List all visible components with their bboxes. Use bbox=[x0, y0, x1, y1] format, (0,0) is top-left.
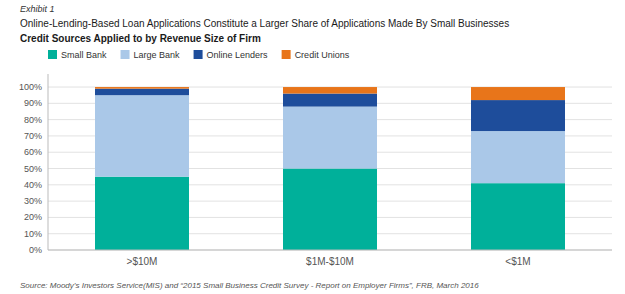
bar-segment bbox=[471, 183, 565, 250]
legend-swatch bbox=[121, 50, 130, 59]
bar-segment bbox=[283, 87, 377, 94]
bar-segment bbox=[471, 131, 565, 183]
exhibit-label: Exhibit 1 bbox=[20, 4, 55, 14]
bar-segment bbox=[283, 169, 377, 250]
y-tick-label: 70% bbox=[24, 131, 42, 141]
y-tick-label: 50% bbox=[24, 164, 42, 174]
legend-swatch bbox=[282, 50, 291, 59]
bar-segment bbox=[95, 95, 189, 176]
x-tick-label: <$1M bbox=[505, 256, 530, 267]
y-tick-label: 60% bbox=[24, 147, 42, 157]
y-tick-label: 100% bbox=[19, 82, 42, 92]
bar-segment bbox=[471, 100, 565, 131]
bar-segment bbox=[95, 89, 189, 96]
y-tick-label: 40% bbox=[24, 180, 42, 190]
y-tick-label: 90% bbox=[24, 98, 42, 108]
bar-segment bbox=[95, 87, 189, 89]
legend-label: Small Bank bbox=[61, 50, 107, 60]
legend: Small Bank Large Bank Online Lenders Credit… bbox=[48, 50, 350, 60]
bar-segment bbox=[283, 107, 377, 169]
y-axis-line bbox=[48, 74, 49, 250]
bars bbox=[95, 87, 565, 250]
bar-segment bbox=[283, 94, 377, 107]
y-tick-label: 20% bbox=[24, 212, 42, 222]
y-tick-label: 10% bbox=[24, 229, 42, 239]
x-tick-label: >$10M bbox=[127, 256, 158, 267]
legend-label: Credit Unions bbox=[295, 50, 350, 60]
legend-label: Online Lenders bbox=[207, 50, 269, 60]
source-note: Source: Moody’s Investors Service(MIS) a… bbox=[20, 281, 479, 290]
title: Online-Lending-Based Loan Applications C… bbox=[20, 18, 509, 29]
x-axis-line bbox=[48, 250, 612, 251]
grid-line bbox=[48, 250, 612, 251]
grid bbox=[48, 87, 612, 250]
y-tick-label: 0% bbox=[29, 245, 42, 255]
subtitle: Credit Sources Applied to by Revenue Siz… bbox=[20, 33, 261, 44]
legend-swatch bbox=[194, 50, 203, 59]
y-tick-label: 80% bbox=[24, 115, 42, 125]
legend-swatch bbox=[48, 50, 57, 59]
bar-segment bbox=[471, 87, 565, 100]
y-tick-label: 30% bbox=[24, 196, 42, 206]
x-tick-label: $1M-$10M bbox=[306, 256, 354, 267]
legend-label: Large Bank bbox=[134, 50, 181, 60]
bar-segment bbox=[95, 177, 189, 250]
